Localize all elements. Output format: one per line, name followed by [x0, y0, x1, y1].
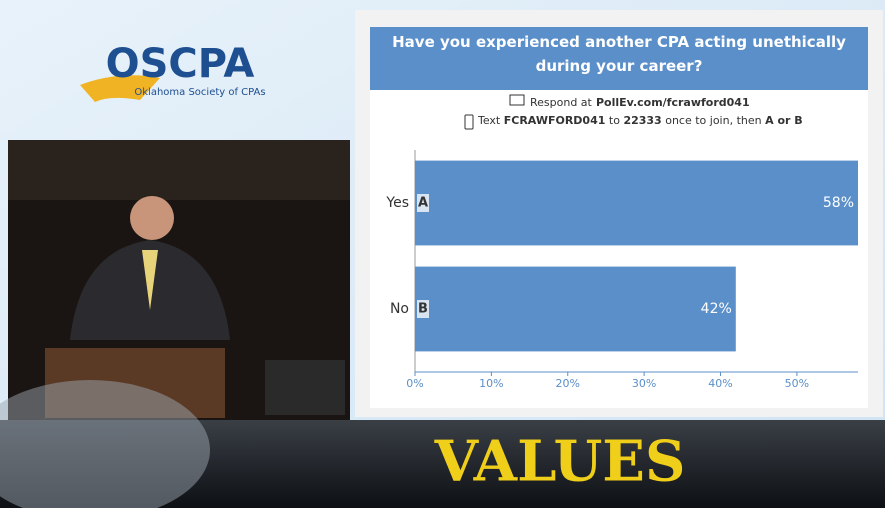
x-tick-label: 40% [708, 377, 732, 390]
x-tick-label: 30% [632, 377, 656, 390]
monitor [265, 360, 345, 415]
respond-url: PollEv.com/fcrawford041 [596, 96, 750, 109]
x-tick-label: 0% [406, 377, 423, 390]
speaker-head [130, 196, 174, 240]
text-join: once to join, then [665, 114, 761, 127]
option-letter: B [418, 302, 428, 317]
x-tick-label: 50% [785, 377, 809, 390]
text-line: Text FCRAWFORD041 to 22333 once to join,… [478, 114, 858, 127]
logo-subtitle: Oklahoma Society of CPAs [134, 87, 265, 98]
respond-prefix: Respond at [530, 96, 593, 109]
chart-title: Have you experienced another CPA acting … [380, 30, 858, 78]
logo-name: OSCPA [106, 41, 255, 87]
screen: OSCPA Oklahoma Society of CPAs Have you … [0, 0, 885, 508]
banner-text: VALUES [434, 429, 686, 495]
text-instructions: Text FCRAWFORD041 to 22333 once to join,… [478, 114, 858, 132]
video-wall [8, 140, 350, 200]
bar [415, 267, 736, 352]
y-tick-label: No [390, 301, 409, 317]
x-tick-label: 20% [556, 377, 580, 390]
value-label: 42% [701, 301, 732, 317]
chart-area [370, 90, 868, 408]
title-box: Have you experienced another CPA acting … [380, 30, 858, 88]
text-prefix: Text [478, 114, 500, 127]
text-number: 22333 [623, 114, 661, 127]
option-letter: A [418, 196, 428, 211]
bar [415, 161, 858, 246]
text-options: A or B [765, 114, 803, 127]
value-label: 58% [823, 195, 854, 211]
text-to: to [609, 114, 620, 127]
x-tick-label: 10% [479, 377, 503, 390]
text-code: FCRAWFORD041 [504, 114, 606, 127]
y-tick-label: Yes [385, 195, 409, 211]
